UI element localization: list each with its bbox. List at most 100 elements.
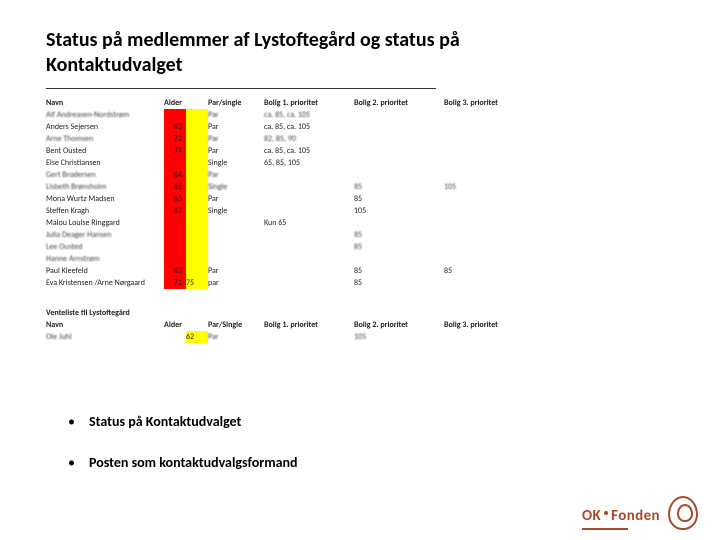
slide-title: Status på medlemmer af Lystoftegård og s…: [46, 28, 566, 78]
table-row: Malou Louise RinggardKun 65: [46, 217, 514, 229]
table-cell: [354, 133, 444, 145]
table-cell: 105: [444, 181, 514, 193]
table-cell: [186, 193, 208, 205]
table-section-header: [186, 307, 208, 319]
table-section-header: [208, 307, 264, 319]
table-cell: [444, 193, 514, 205]
table-cell: [164, 229, 186, 241]
table-cell: [164, 157, 186, 169]
table-cell: 65, 85, 105: [264, 157, 354, 169]
table-row: Hanne Arnstrøm: [46, 253, 514, 265]
table-cell: Bent Ousted: [46, 145, 164, 157]
members-table: NavnAlderPar/singleBolig 1. prioritetBol…: [46, 97, 514, 289]
table-cell: [186, 145, 208, 157]
table-header: Bolig 2. prioritet: [354, 97, 444, 109]
table-cell: 75: [186, 277, 208, 289]
table-header: Navn: [46, 97, 164, 109]
table-cell: Par: [208, 265, 264, 277]
table-row: Lisbeth Brønsholm65Single85105: [46, 181, 514, 193]
table-cell: [264, 277, 354, 289]
table-section-header: [444, 307, 514, 319]
table-cell: 105: [354, 331, 444, 343]
table-cell: [264, 241, 354, 253]
table-row: Gert Brodersen64Par: [46, 169, 514, 181]
table-cell: [208, 241, 264, 253]
table-row: Julia Deager Hansen 85: [46, 229, 514, 241]
table-row: Steffen Kragh67Single105: [46, 205, 514, 217]
table-cell: [164, 241, 186, 253]
table-cell: Par: [208, 331, 264, 343]
table-cell: [186, 217, 208, 229]
brand-underline: [582, 528, 628, 530]
table-cell: 105: [354, 205, 444, 217]
table-cell: Alf Andreasen-Nordstrøm: [46, 109, 164, 121]
table-cell: Par: [208, 169, 264, 181]
table-cell: [186, 229, 208, 241]
table-header: [186, 97, 208, 109]
table-cell: Hanne Arnstrøm: [46, 253, 164, 265]
table-cell: [208, 253, 264, 265]
table-cell: Julia Deager Hansen: [46, 229, 164, 241]
table-cell: Par: [208, 145, 264, 157]
table-cell: [444, 169, 514, 181]
table-section-header: [164, 307, 186, 319]
table-cell: [164, 217, 186, 229]
table-cell: [186, 169, 208, 181]
title-underline: [46, 88, 436, 89]
brand-text-ok: OK: [582, 507, 601, 525]
table-cell: [264, 265, 354, 277]
table-cell: [264, 229, 354, 241]
table-cell: Par: [208, 193, 264, 205]
table-cell: 62: [186, 331, 208, 343]
table-cell: [208, 229, 264, 241]
table-header: Par/single: [208, 97, 264, 109]
table-header: Alder: [164, 97, 186, 109]
table-cell: [208, 217, 264, 229]
table-cell: 85: [444, 265, 514, 277]
table-cell: 74: [164, 145, 186, 157]
table-row: Lee Ousted85: [46, 241, 514, 253]
table-header: Bolig 3. prioritet: [444, 319, 514, 331]
table-cell: [444, 331, 514, 343]
waitlist-table: Venteliste til Lystoftegård NavnAlderPar…: [46, 307, 514, 343]
table-cell: Par: [208, 109, 264, 121]
table-cell: Par: [208, 133, 264, 145]
table-header: Navn: [46, 319, 164, 331]
table-cell: [186, 205, 208, 217]
table-cell: 63: [164, 265, 186, 277]
table-cell: par: [208, 277, 264, 289]
table-cell: 71: [164, 277, 186, 289]
table-cell: [354, 217, 444, 229]
brand-logo-icon: [668, 496, 698, 530]
table-cell: 85: [354, 229, 444, 241]
table-cell: [444, 253, 514, 265]
bullet-item: Posten som kontaktudvalgsformand: [68, 454, 680, 471]
table-cell: [186, 133, 208, 145]
table-cell: [264, 205, 354, 217]
table-row: Else ChristiansenSingle65, 85, 105: [46, 157, 514, 169]
table-cell: Single: [208, 157, 264, 169]
table-row: Eva Kristensen /Arne Nørgaard7175par85: [46, 277, 514, 289]
table-row: Anders Sejersen63Parca. 85, ca. 105: [46, 121, 514, 133]
table-cell: [354, 145, 444, 157]
table-row: Paul Kleefeld63Par8585: [46, 265, 514, 277]
table-cell: [444, 133, 514, 145]
table-cell: [444, 109, 514, 121]
table-cell: Anders Sejersen: [46, 121, 164, 133]
table-cell: Arne Thomsen: [46, 133, 164, 145]
table-cell: ca. 85, ca. 105: [264, 145, 354, 157]
table-header: Bolig 2. prioritet: [354, 319, 444, 331]
table-cell: [164, 331, 186, 343]
table-cell: [164, 253, 186, 265]
table-cell: [354, 109, 444, 121]
table-cell: [264, 331, 354, 343]
table-cell: Mona Wurtz Madsen: [46, 193, 164, 205]
table-header: [186, 319, 208, 331]
table-cell: [444, 229, 514, 241]
brand-dot-icon: [604, 511, 608, 515]
table-cell: Ole Juhl: [46, 331, 164, 343]
table-cell: [354, 169, 444, 181]
table-cell: [444, 217, 514, 229]
bullet-list: Status på Kontaktudvalget Posten som kon…: [68, 413, 680, 471]
table-cell: [186, 109, 208, 121]
